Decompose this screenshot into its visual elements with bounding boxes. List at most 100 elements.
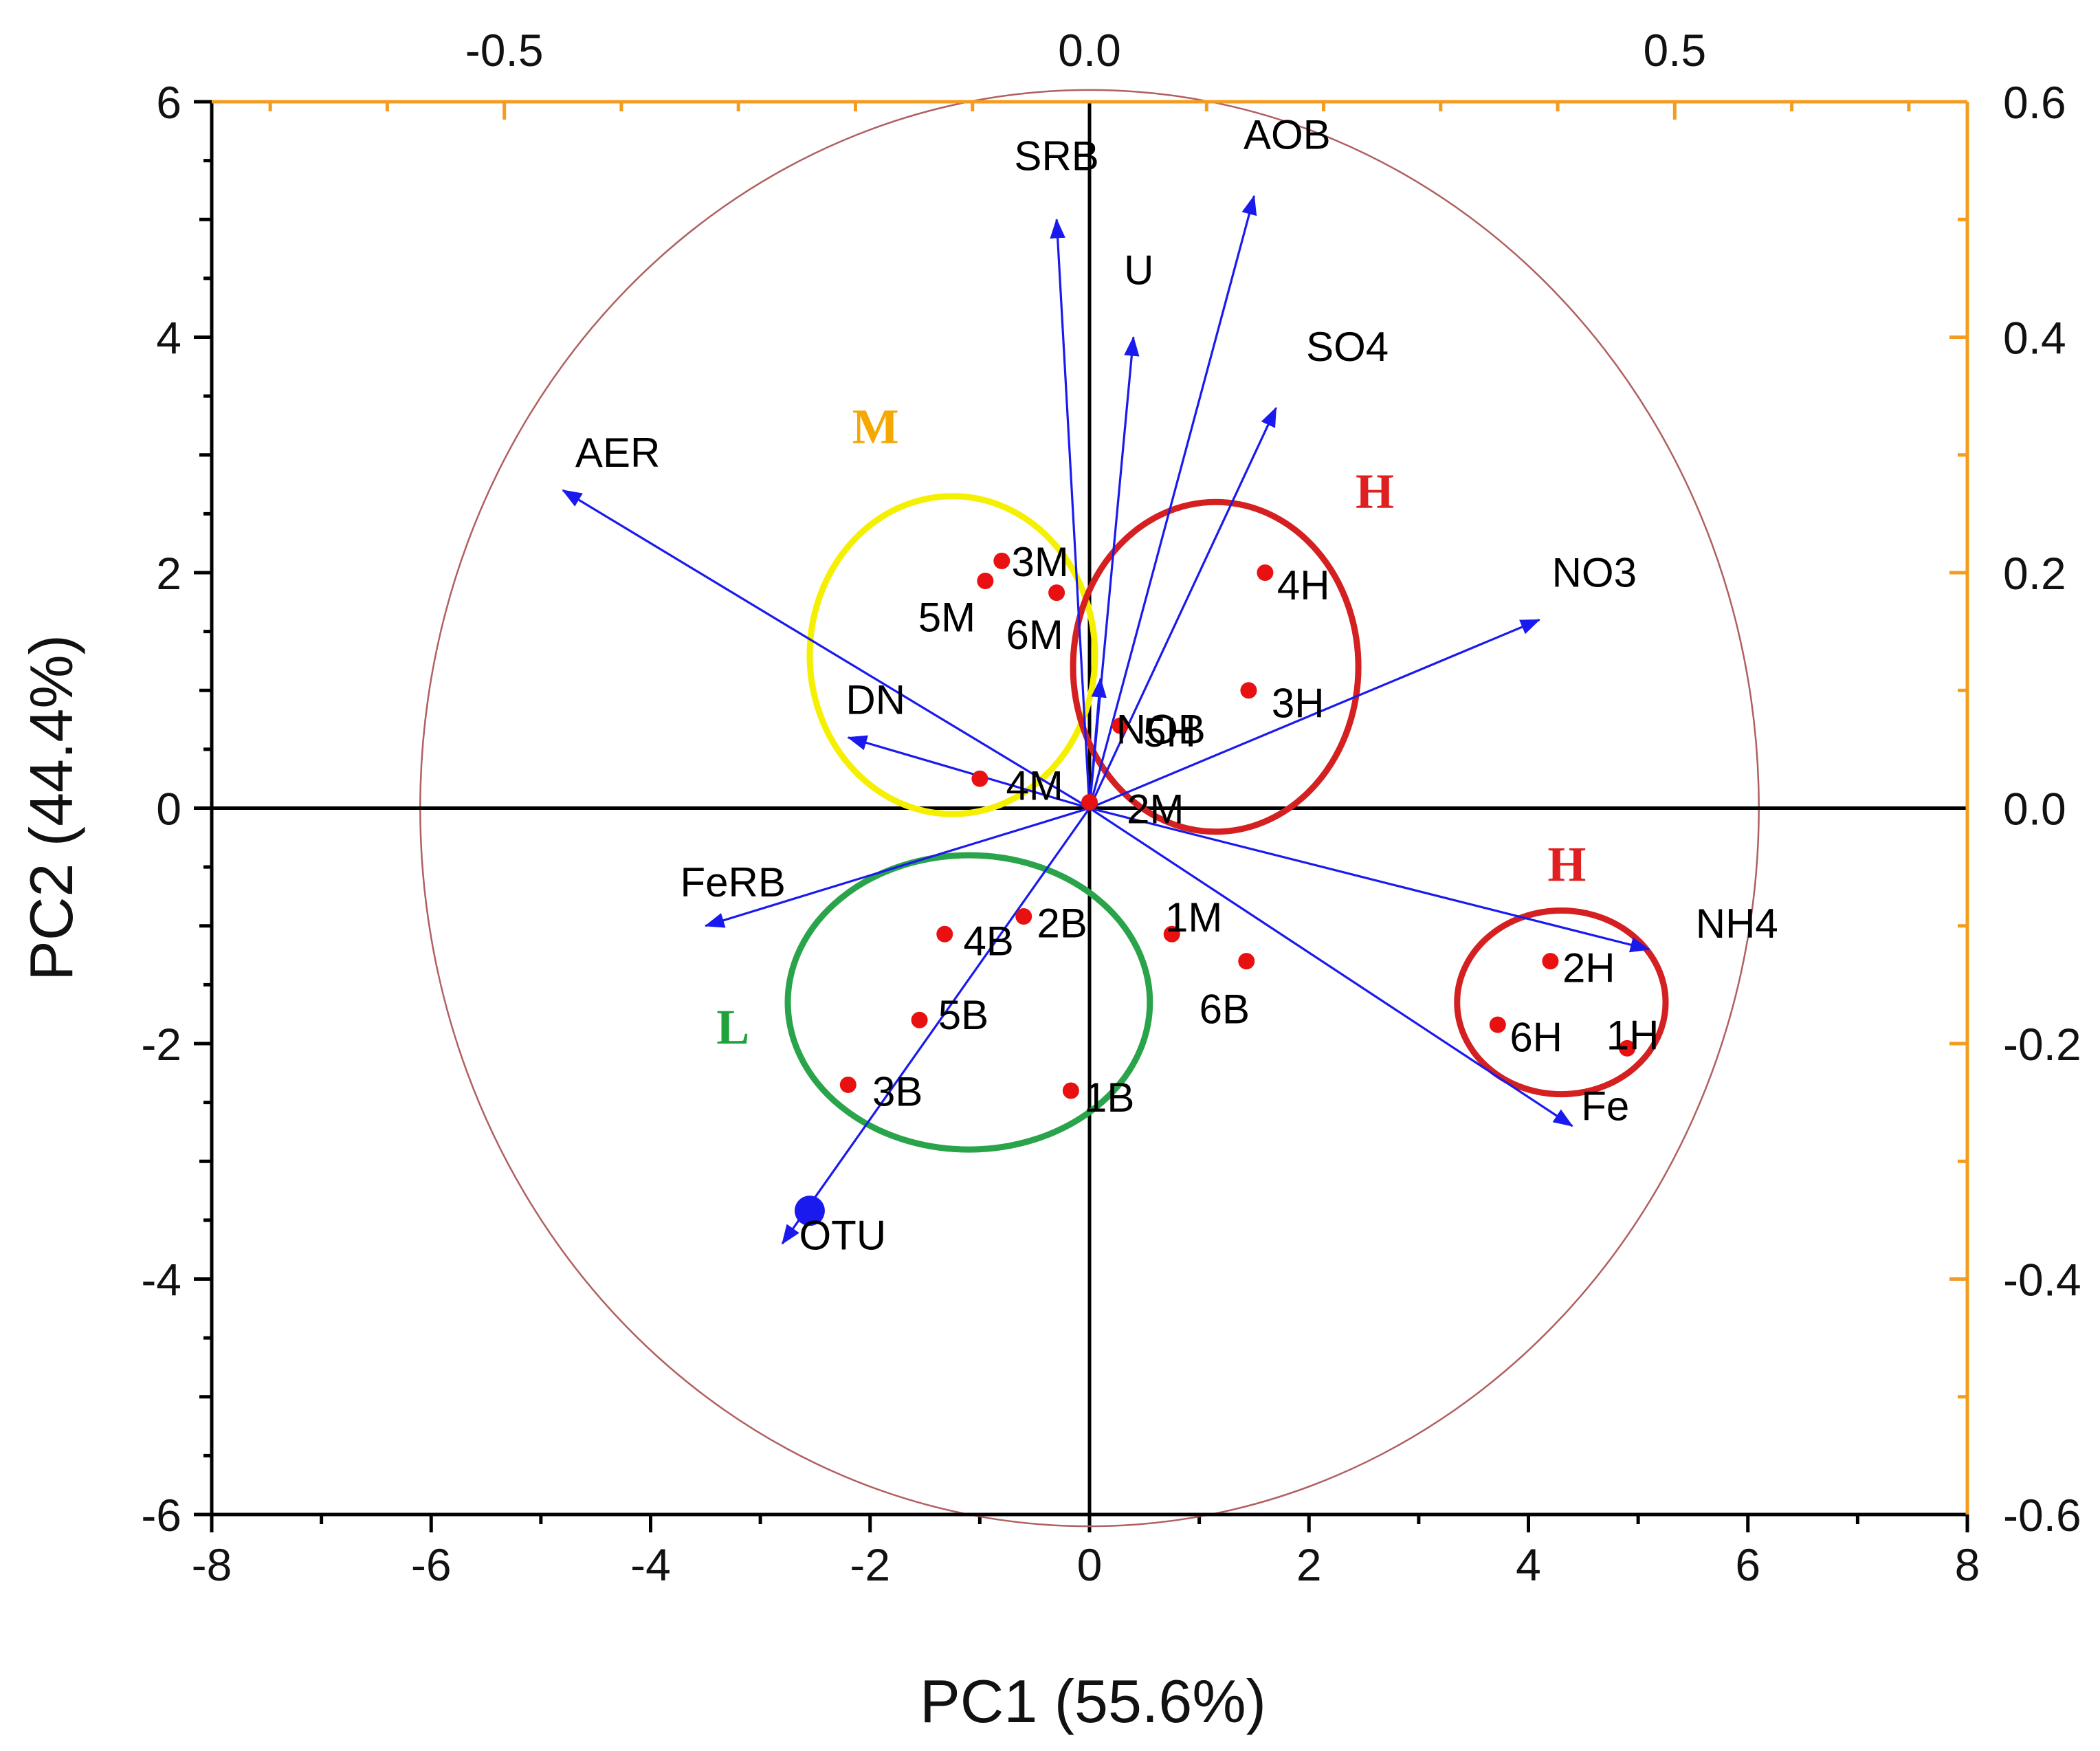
y-tick-label: -4 xyxy=(141,1255,181,1306)
y-tick-label: -6 xyxy=(141,1490,181,1541)
sample-label: 3B xyxy=(872,1069,922,1115)
x-tick-label: 6 xyxy=(1735,1539,1760,1590)
group-ring xyxy=(806,493,1098,817)
x-tick-label: -8 xyxy=(192,1539,232,1590)
sample-point xyxy=(1062,1082,1079,1099)
sample-label: 2M xyxy=(1127,786,1184,833)
sample-point xyxy=(1112,717,1129,734)
sample-label: 4M xyxy=(1006,762,1063,808)
labels-layer: M H L H SRB AOB U SO4 AER NOB NO3 DN FeRB NH4 Fe OTU 3M 5… xyxy=(575,112,1778,1259)
right-tick-label: -0.2 xyxy=(2003,1019,2081,1070)
loading-label: U xyxy=(1124,247,1153,293)
loading-arrow xyxy=(562,489,1090,809)
group-ring xyxy=(1070,498,1362,835)
sample-point xyxy=(911,1011,928,1028)
sample-point xyxy=(839,1076,856,1093)
loading-arrow xyxy=(1088,195,1257,808)
sample-label: 5M xyxy=(918,594,975,640)
sample-point xyxy=(1048,584,1065,602)
group-ring xyxy=(784,852,1153,1153)
sample-label: 6M xyxy=(1006,612,1063,658)
loading-label: AER xyxy=(575,430,660,476)
right-tick-label: -0.4 xyxy=(2003,1255,2081,1306)
group-rings-layer xyxy=(784,493,1669,1153)
sample-label: 5H xyxy=(1143,709,1196,756)
x-tick-label: -4 xyxy=(630,1539,671,1590)
loading-arrow xyxy=(1089,619,1540,809)
group-label: M xyxy=(852,399,899,454)
x-tick-label: -6 xyxy=(411,1539,452,1590)
sample-label: 4H xyxy=(1277,562,1330,608)
y-tick-label: 2 xyxy=(156,548,181,599)
right-tick-label: 0.4 xyxy=(2003,313,2066,364)
top-tick-label: 0.0 xyxy=(1058,25,1121,76)
sample-label: 4B xyxy=(963,918,1013,964)
sample-label: 2B xyxy=(1037,901,1087,947)
group-label: H xyxy=(1547,837,1586,892)
group-ring xyxy=(1454,907,1669,1098)
sample-point xyxy=(1542,953,1559,970)
x-tick-label: 0 xyxy=(1077,1539,1103,1590)
y-tick-label: 6 xyxy=(156,77,181,128)
right-tick-label: 0.6 xyxy=(2003,77,2066,128)
y-axis-title: PC2 (44.4%) xyxy=(17,635,85,981)
loading-arrow xyxy=(1089,806,1650,953)
frame-layer xyxy=(210,100,1969,1517)
y-tick-label: 4 xyxy=(156,313,181,364)
y-tick-label: 0 xyxy=(156,784,181,835)
loading-label: FeRB xyxy=(681,859,786,905)
sample-label: 1H xyxy=(1606,1012,1659,1058)
sample-points-layer xyxy=(839,552,1636,1099)
loading-arrow xyxy=(1088,677,1107,808)
group-label: H xyxy=(1356,464,1394,519)
loading-arrows-layer xyxy=(562,195,1650,1245)
sample-point xyxy=(971,770,988,787)
group-label: L xyxy=(716,1000,749,1055)
sample-label: 1M xyxy=(1165,894,1222,940)
loading-label: NH4 xyxy=(1696,901,1778,947)
loading-label: NO3 xyxy=(1552,550,1637,596)
sample-label: 1B xyxy=(1084,1075,1134,1121)
sample-point xyxy=(936,925,953,943)
sample-point xyxy=(1489,1016,1506,1033)
sample-label: 6B xyxy=(1200,987,1250,1033)
sample-point xyxy=(977,572,994,589)
sample-point xyxy=(993,552,1010,569)
loading-arrow xyxy=(781,807,1091,1245)
right-tick-label: 0.2 xyxy=(2003,548,2066,599)
x-axis-title: PC1 (55.6%) xyxy=(920,1667,1266,1735)
otu-marker xyxy=(794,1196,825,1226)
sample-label: 5B xyxy=(938,992,988,1038)
sample-label: 3M xyxy=(1011,539,1068,585)
sample-point xyxy=(1238,953,1255,970)
sample-point xyxy=(1257,564,1274,581)
loading-arrow xyxy=(847,735,1090,810)
loading-arrow xyxy=(1050,218,1091,808)
right-tick-label: -0.6 xyxy=(2003,1490,2081,1541)
sample-label: 2H xyxy=(1562,945,1615,991)
x-tick-label: 8 xyxy=(1955,1539,1980,1590)
loading-label: Fe xyxy=(1581,1083,1629,1129)
loading-label: DN xyxy=(845,677,905,723)
loading-label: SO4 xyxy=(1306,324,1389,370)
loading-arrow xyxy=(1089,807,1573,1127)
sample-point xyxy=(1015,908,1032,925)
loading-arrow xyxy=(1088,406,1277,809)
top-tick-label: 0.5 xyxy=(1643,25,1706,76)
sample-label: 3H xyxy=(1272,680,1325,726)
right-tick-label: 0.0 xyxy=(2003,784,2066,835)
loading-label: SRB xyxy=(1014,133,1098,179)
sample-point xyxy=(1081,793,1098,811)
top-tick-label: -0.5 xyxy=(465,25,544,76)
sample-label: 6H xyxy=(1510,1015,1562,1061)
loading-label: OTU xyxy=(799,1213,887,1259)
x-tick-label: 2 xyxy=(1296,1539,1322,1590)
sample-point xyxy=(1619,1039,1636,1057)
loading-label: NOB xyxy=(1116,706,1206,752)
x-tick-label: 4 xyxy=(1516,1539,1541,1590)
sample-point xyxy=(1240,682,1257,699)
x-tick-label: -2 xyxy=(850,1539,890,1590)
loading-arrow xyxy=(704,806,1090,928)
